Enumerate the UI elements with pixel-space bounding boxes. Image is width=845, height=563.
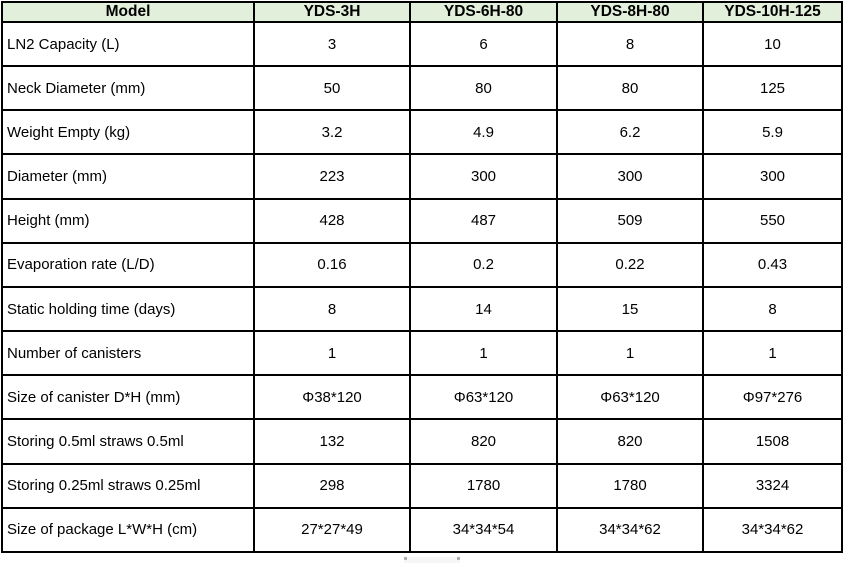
value-cell: 223 — [253, 153, 411, 200]
value-cell: 0.22 — [556, 241, 704, 288]
row-label: LN2 Capacity (L) — [1, 20, 255, 68]
value-cell: 34*34*62 — [702, 506, 843, 554]
row-label: Size of package L*W*H (cm) — [1, 506, 255, 554]
table-row: Static holding time (days) 8 14 15 8 — [1, 285, 843, 333]
column-header-yds-3h: YDS-3H — [253, 1, 411, 23]
column-header-yds-6h: YDS-6H-80 — [409, 1, 558, 23]
value-cell: 3324 — [702, 462, 843, 509]
value-cell: 300 — [556, 153, 704, 200]
value-cell: 428 — [253, 197, 411, 244]
row-label: Evaporation rate (L/D) — [1, 241, 255, 288]
table-row: Storing 0.5ml straws 0.5ml 132 820 820 1… — [1, 418, 843, 465]
row-label: Number of canisters — [1, 330, 255, 377]
value-cell: 1780 — [409, 462, 558, 509]
cropped-element-fragment — [404, 557, 460, 563]
value-cell: 1 — [702, 330, 843, 377]
value-cell: 8 — [556, 20, 704, 68]
value-cell: 50 — [253, 65, 411, 112]
value-cell: 10 — [702, 20, 843, 68]
value-cell: 3.2 — [253, 109, 411, 156]
product-spec-table: Model YDS-3H YDS-6H-80 YDS-8H-80 YDS-10H… — [1, 1, 843, 554]
row-label: Static holding time (days) — [1, 285, 255, 333]
value-cell: 6 — [409, 20, 558, 68]
value-cell: Φ63*120 — [556, 374, 704, 421]
value-cell: 0.43 — [702, 241, 843, 288]
table-row: Size of canister D*H (mm) Φ38*120 Φ63*12… — [1, 374, 843, 421]
row-label: Height (mm) — [1, 197, 255, 244]
column-header-model: Model — [1, 1, 255, 23]
table-row: Evaporation rate (L/D) 0.16 0.2 0.22 0.4… — [1, 241, 843, 288]
row-label: Neck Diameter (mm) — [1, 65, 255, 112]
value-cell: 14 — [409, 285, 558, 333]
value-cell: Φ63*120 — [409, 374, 558, 421]
value-cell: 1508 — [702, 418, 843, 465]
value-cell: 487 — [409, 197, 558, 244]
value-cell: 1 — [556, 330, 704, 377]
table-row: Number of canisters 1 1 1 1 — [1, 330, 843, 377]
value-cell: Φ38*120 — [253, 374, 411, 421]
value-cell: Φ97*276 — [702, 374, 843, 421]
row-label: Storing 0.25ml straws 0.25ml — [1, 462, 255, 509]
row-label: Size of canister D*H (mm) — [1, 374, 255, 421]
value-cell: 132 — [253, 418, 411, 465]
header-row: Model YDS-3H YDS-6H-80 YDS-8H-80 YDS-10H… — [1, 1, 843, 23]
row-label: Storing 0.5ml straws 0.5ml — [1, 418, 255, 465]
value-cell: 509 — [556, 197, 704, 244]
row-label: Diameter (mm) — [1, 153, 255, 200]
row-label: Weight Empty (kg) — [1, 109, 255, 156]
table-row: Storing 0.25ml straws 0.25ml 298 1780 17… — [1, 462, 843, 509]
fragment-corner-dot — [404, 557, 407, 560]
table-row: Neck Diameter (mm) 50 80 80 125 — [1, 65, 843, 112]
value-cell: 300 — [409, 153, 558, 200]
table-row: Diameter (mm) 223 300 300 300 — [1, 153, 843, 200]
value-cell: 8 — [253, 285, 411, 333]
value-cell: 298 — [253, 462, 411, 509]
value-cell: 0.2 — [409, 241, 558, 288]
column-header-yds-8h: YDS-8H-80 — [556, 1, 704, 23]
table-row: LN2 Capacity (L) 3 6 8 10 — [1, 20, 843, 68]
value-cell: 8 — [702, 285, 843, 333]
value-cell: 0.16 — [253, 241, 411, 288]
value-cell: 820 — [409, 418, 558, 465]
table-row: Weight Empty (kg) 3.2 4.9 6.2 5.9 — [1, 109, 843, 156]
value-cell: 125 — [702, 65, 843, 112]
column-header-yds-10h: YDS-10H-125 — [702, 1, 843, 23]
value-cell: 5.9 — [702, 109, 843, 156]
value-cell: 300 — [702, 153, 843, 200]
value-cell: 80 — [409, 65, 558, 112]
value-cell: 820 — [556, 418, 704, 465]
value-cell: 34*34*62 — [556, 506, 704, 554]
value-cell: 3 — [253, 20, 411, 68]
value-cell: 1780 — [556, 462, 704, 509]
table-row: Height (mm) 428 487 509 550 — [1, 197, 843, 244]
value-cell: 15 — [556, 285, 704, 333]
value-cell: 1 — [253, 330, 411, 377]
fragment-corner-dot — [457, 557, 460, 560]
value-cell: 34*34*54 — [409, 506, 558, 554]
spec-table-container: Model YDS-3H YDS-6H-80 YDS-8H-80 YDS-10H… — [1, 1, 843, 554]
table-row: Size of package L*W*H (cm) 27*27*49 34*3… — [1, 506, 843, 554]
value-cell: 27*27*49 — [253, 506, 411, 554]
value-cell: 80 — [556, 65, 704, 112]
value-cell: 4.9 — [409, 109, 558, 156]
value-cell: 550 — [702, 197, 843, 244]
value-cell: 1 — [409, 330, 558, 377]
value-cell: 6.2 — [556, 109, 704, 156]
